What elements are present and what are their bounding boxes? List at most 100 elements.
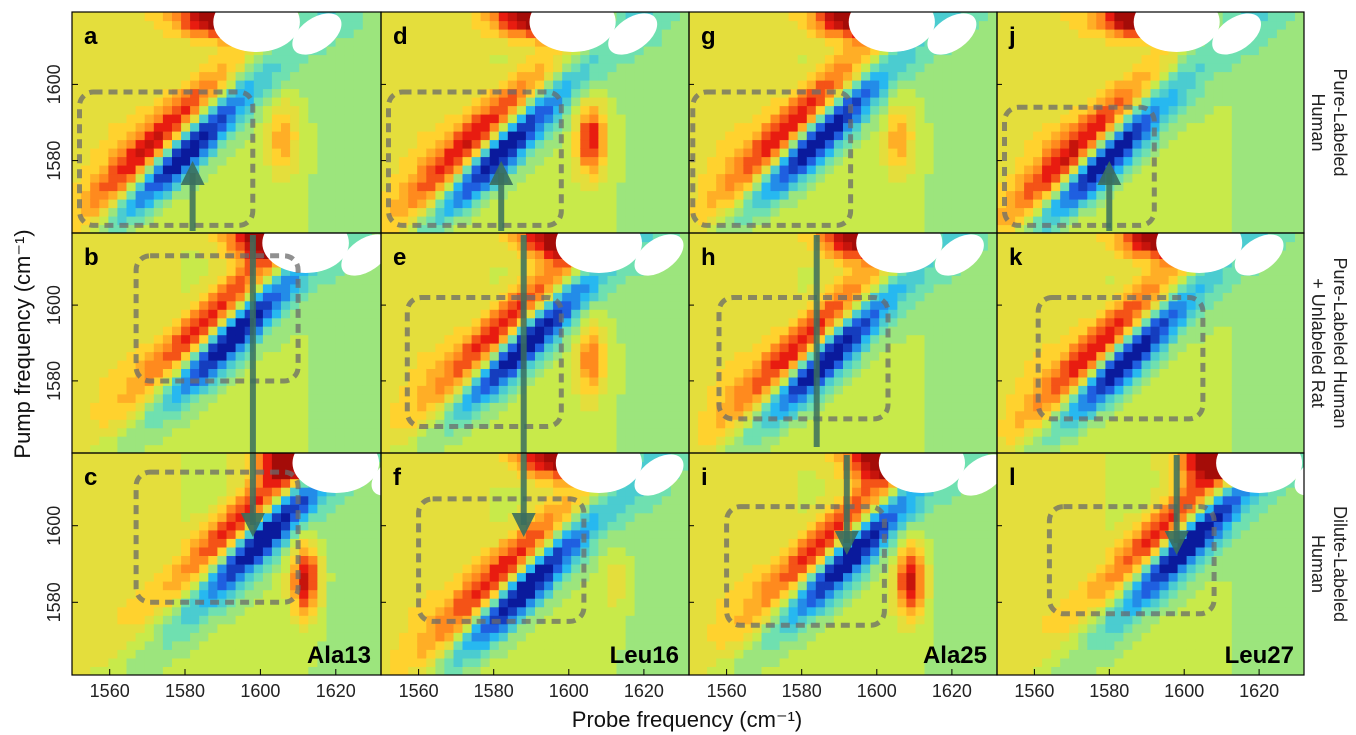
- heatmap-cell: [453, 97, 464, 107]
- heatmap-cell: [525, 402, 536, 412]
- heatmap-cell: [598, 393, 609, 403]
- heatmap-cell: [244, 606, 255, 616]
- heatmap-cell: [489, 529, 500, 539]
- heatmap-cell: [544, 258, 554, 268]
- heatmap-cell: [144, 241, 155, 251]
- heatmap-cell: [453, 368, 464, 378]
- heatmap-cell: [172, 470, 182, 480]
- heatmap-cell: [571, 606, 581, 616]
- heatmap-cell: [172, 122, 182, 132]
- heatmap-cell: [90, 478, 100, 488]
- heatmap-cell: [625, 283, 636, 293]
- heatmap-cell: [262, 606, 273, 616]
- heatmap-cell: [126, 233, 137, 243]
- heatmap-cell: [117, 71, 128, 81]
- heatmap-cell: [444, 461, 455, 471]
- heatmap-cell: [353, 199, 364, 209]
- heatmap-cell: [480, 581, 491, 591]
- heatmap-cell: [661, 46, 672, 56]
- heatmap-cell: [625, 343, 636, 353]
- heatmap-cell: [399, 623, 409, 633]
- heatmap-cell: [390, 598, 400, 608]
- heatmap-cell: [262, 300, 273, 310]
- heatmap-cell: [670, 20, 681, 30]
- heatmap-cell: [317, 105, 328, 115]
- heatmap-cell: [135, 444, 146, 453]
- heatmap-cell: [598, 334, 609, 344]
- heatmap-cell: [172, 393, 182, 403]
- heatmap-cell: [598, 444, 609, 453]
- heatmap-cell: [208, 419, 218, 429]
- heatmap-cell: [271, 317, 282, 327]
- heatmap-cell: [244, 266, 255, 276]
- heatmap-cell: [390, 615, 400, 625]
- heatmap-cell: [480, 657, 491, 667]
- heatmap-cell: [81, 368, 91, 378]
- heatmap-cell: [580, 393, 590, 403]
- heatmap-cell: [462, 410, 473, 420]
- heatmap-cell: [290, 165, 300, 175]
- heatmap-cell: [390, 224, 400, 233]
- heatmap-cell: [679, 359, 689, 369]
- heatmap-cell: [535, 233, 545, 243]
- heatmap-cell: [634, 190, 645, 200]
- heatmap-cell: [326, 351, 337, 361]
- heatmap-cell: [226, 427, 237, 437]
- heatmap-cell: [679, 393, 689, 403]
- heatmap-cell: [362, 182, 373, 192]
- heatmap-cell: [507, 538, 518, 548]
- heatmap-cell: [317, 97, 328, 107]
- heatmap-cell: [126, 292, 137, 302]
- heatmap-cell: [381, 368, 391, 378]
- heatmap-cell: [81, 46, 91, 56]
- heatmap-cell: [507, 385, 518, 395]
- heatmap-cell: [634, 216, 645, 226]
- heatmap-cell: [153, 581, 164, 591]
- heatmap-cell: [480, 29, 491, 39]
- heatmap-cell: [199, 182, 209, 192]
- heatmap-cell: [153, 266, 164, 276]
- heatmap-cell: [353, 555, 364, 565]
- heatmap-cell: [462, 300, 473, 310]
- heatmap-cell: [253, 224, 264, 233]
- heatmap-cell: [226, 436, 237, 446]
- heatmap-cell: [580, 300, 590, 310]
- heatmap-cell: [679, 224, 689, 233]
- heatmap-cell: [489, 283, 500, 293]
- heatmap-cell: [571, 283, 581, 293]
- heatmap-cell: [553, 97, 563, 107]
- heatmap-cell: [679, 326, 689, 336]
- heatmap-cell: [571, 148, 581, 158]
- heatmap-cell: [399, 300, 409, 310]
- heatmap-cell: [571, 300, 581, 310]
- heatmap-cell: [535, 649, 545, 659]
- heatmap-cell: [535, 326, 545, 336]
- heatmap-cell: [507, 640, 518, 650]
- heatmap-cell: [544, 46, 554, 56]
- heatmap-cell: [453, 207, 464, 217]
- heatmap-cell: [181, 207, 191, 217]
- heatmap-cell: [525, 283, 536, 293]
- heatmap-cell: [253, 478, 264, 488]
- heatmap-cell: [525, 359, 536, 369]
- heatmap-cell: [271, 461, 282, 471]
- heatmap-cell: [607, 351, 618, 361]
- heatmap-cell: [390, 581, 400, 591]
- heatmap-cell: [390, 71, 400, 81]
- heatmap-cell: [353, 666, 364, 675]
- heatmap-cell: [99, 233, 109, 243]
- heatmap-cell: [135, 555, 146, 565]
- heatmap-cell: [498, 461, 509, 471]
- heatmap-cell: [426, 88, 436, 98]
- heatmap-cell: [417, 165, 427, 175]
- heatmap-cell: [426, 182, 436, 192]
- heatmap-cell: [162, 105, 173, 115]
- heatmap-cell: [571, 156, 581, 166]
- heatmap-cell: [208, 165, 218, 175]
- heatmap-cell: [435, 538, 446, 548]
- heatmap-cell: [181, 470, 191, 480]
- heatmap-cell: [362, 402, 373, 412]
- heatmap-cell: [679, 334, 689, 344]
- heatmap-cell: [199, 233, 209, 243]
- heatmap-cell: [643, 46, 654, 56]
